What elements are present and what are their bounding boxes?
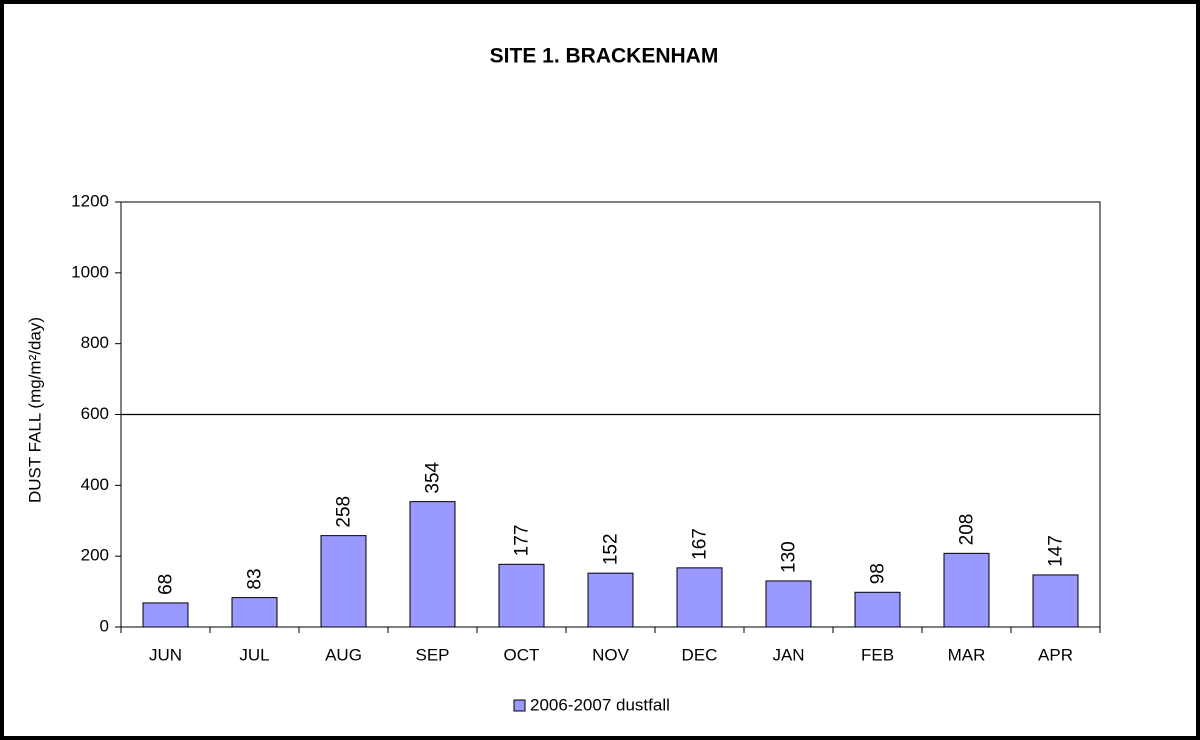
- y-tick-label: 600: [81, 404, 109, 423]
- x-tick-label: MAR: [948, 645, 986, 664]
- data-label: 177: [512, 525, 533, 557]
- y-tick-label: 200: [81, 546, 109, 565]
- y-axis-label: DUST FALL (mg/m²/day): [25, 317, 44, 503]
- legend-label: 2006-2007 dustfall: [530, 695, 670, 714]
- x-tick-label: SEP: [415, 645, 449, 664]
- data-label: 167: [690, 528, 711, 560]
- bar: [320, 535, 367, 628]
- legend-swatch: [513, 699, 526, 712]
- data-label: 83: [245, 568, 266, 589]
- y-tick-label: 400: [81, 475, 109, 494]
- x-tick-label: AUG: [325, 645, 362, 664]
- bar: [854, 591, 901, 628]
- x-tick-label: JUN: [149, 645, 182, 664]
- y-tick-label: 800: [81, 333, 109, 352]
- data-label: 152: [601, 533, 622, 565]
- data-label: 147: [1046, 535, 1067, 567]
- x-tick-label: DEC: [682, 645, 718, 664]
- bar: [142, 602, 189, 628]
- bar: [587, 572, 634, 628]
- bar: [409, 501, 456, 628]
- x-tick-label: APR: [1038, 645, 1073, 664]
- y-tick-label: 0: [100, 616, 109, 635]
- data-label: 130: [779, 541, 800, 573]
- x-tick-label: OCT: [504, 645, 540, 664]
- chart-title: SITE 1. BRACKENHAM: [490, 45, 719, 68]
- data-label: 354: [423, 461, 444, 493]
- bar: [676, 567, 723, 628]
- bar: [1032, 574, 1079, 628]
- data-label: 208: [957, 514, 978, 546]
- x-tick-label: NOV: [592, 645, 630, 664]
- bar: [943, 552, 990, 628]
- y-tick-label: 1200: [71, 191, 109, 210]
- y-tick-label: 1000: [71, 262, 109, 281]
- data-label: 68: [156, 574, 177, 595]
- bar: [765, 580, 812, 628]
- x-tick-label: FEB: [861, 645, 894, 664]
- data-label: 258: [334, 496, 355, 528]
- x-tick-label: JUL: [239, 645, 269, 664]
- data-label: 98: [868, 563, 889, 584]
- x-tick-label: JAN: [772, 645, 804, 664]
- bar: [498, 563, 545, 628]
- bar: [231, 597, 278, 628]
